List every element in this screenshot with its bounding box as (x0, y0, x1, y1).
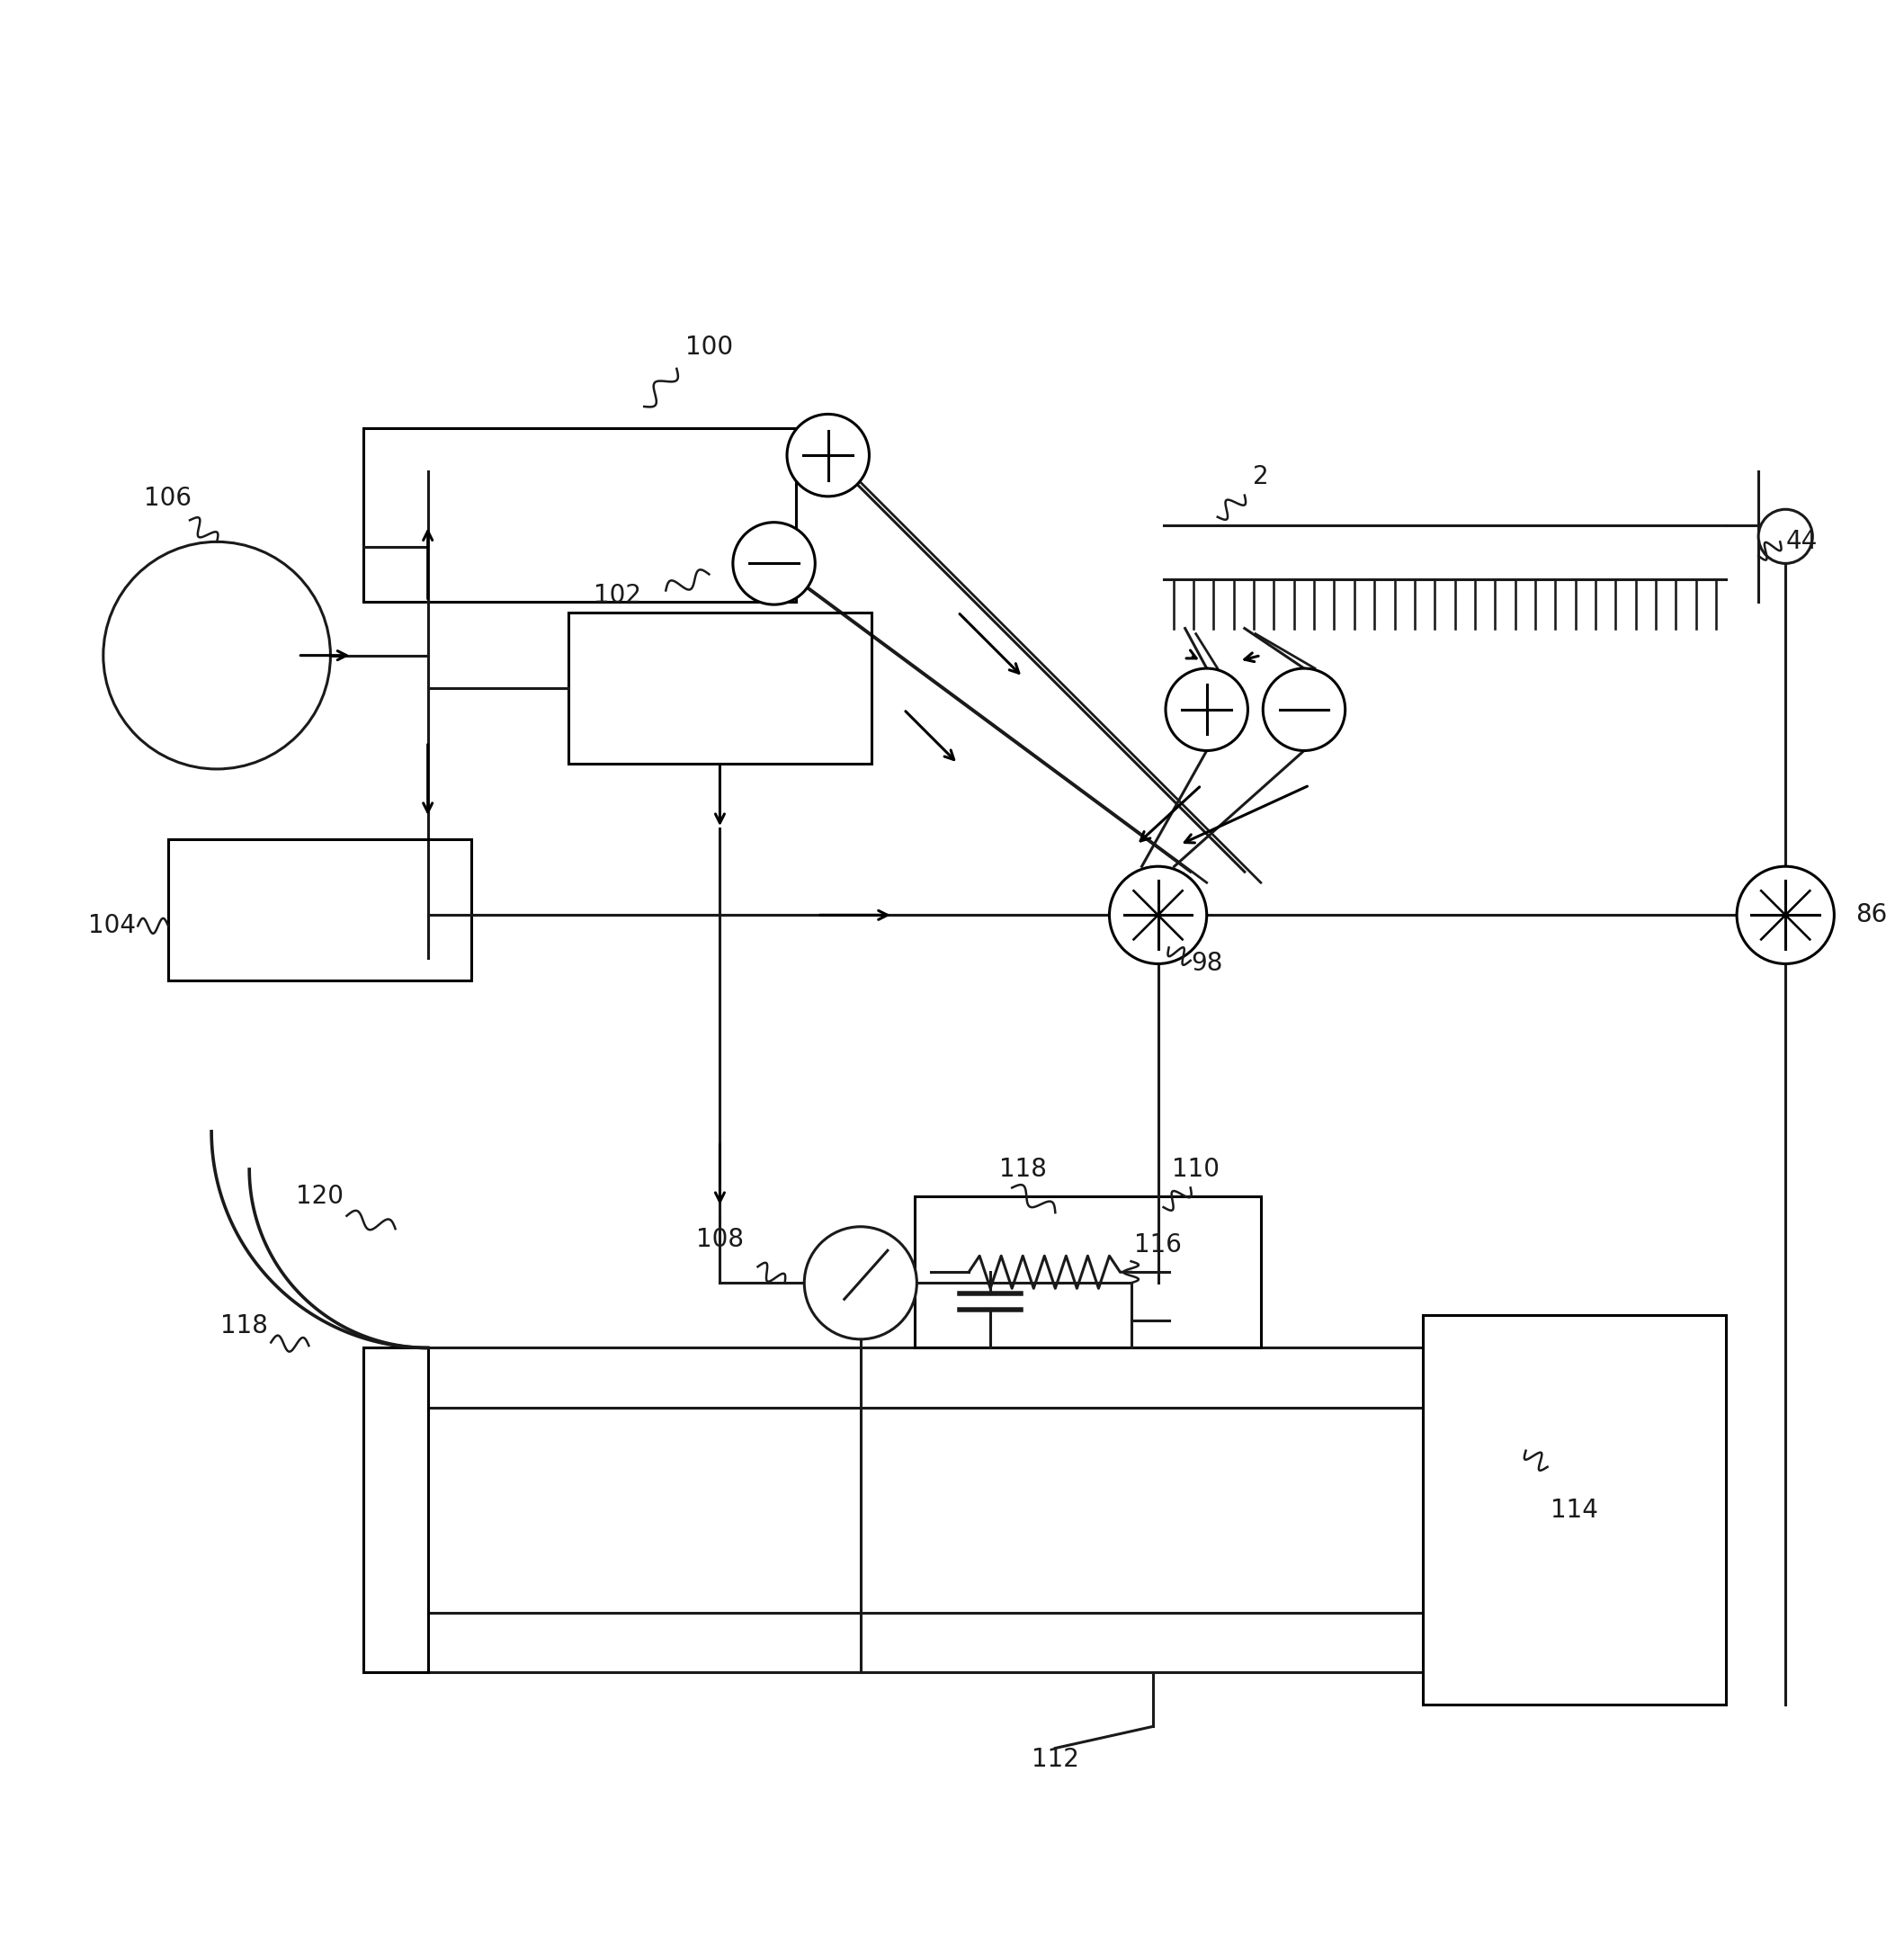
Circle shape (1758, 510, 1812, 563)
Text: 118: 118 (221, 1313, 268, 1339)
Text: 100: 100 (685, 335, 734, 359)
Circle shape (1109, 866, 1207, 964)
Text: 102: 102 (594, 584, 641, 608)
Text: 86: 86 (1856, 902, 1886, 927)
Bar (1424, 1315, 1726, 1705)
Bar (362, 1348, 428, 1672)
Text: 118: 118 (1000, 1156, 1047, 1182)
Bar (915, 1196, 1262, 1348)
Text: 44: 44 (1786, 529, 1818, 555)
Circle shape (1737, 866, 1835, 964)
Circle shape (1166, 668, 1249, 751)
Text: 114: 114 (1550, 1497, 1597, 1523)
Text: 98: 98 (1190, 951, 1222, 976)
Text: 120: 120 (296, 1184, 343, 1209)
Text: 116: 116 (1133, 1233, 1183, 1258)
Text: 106: 106 (145, 486, 192, 512)
Bar (362, 427, 796, 602)
Text: 112: 112 (1032, 1746, 1079, 1772)
Bar (568, 612, 871, 764)
Text: 108: 108 (696, 1227, 743, 1252)
Circle shape (803, 1227, 917, 1339)
Text: 2: 2 (1252, 465, 1269, 490)
Circle shape (734, 521, 815, 604)
Bar (168, 839, 472, 980)
Circle shape (1264, 668, 1345, 751)
Circle shape (786, 414, 869, 496)
Text: 104: 104 (89, 913, 136, 939)
Text: 110: 110 (1171, 1156, 1220, 1182)
